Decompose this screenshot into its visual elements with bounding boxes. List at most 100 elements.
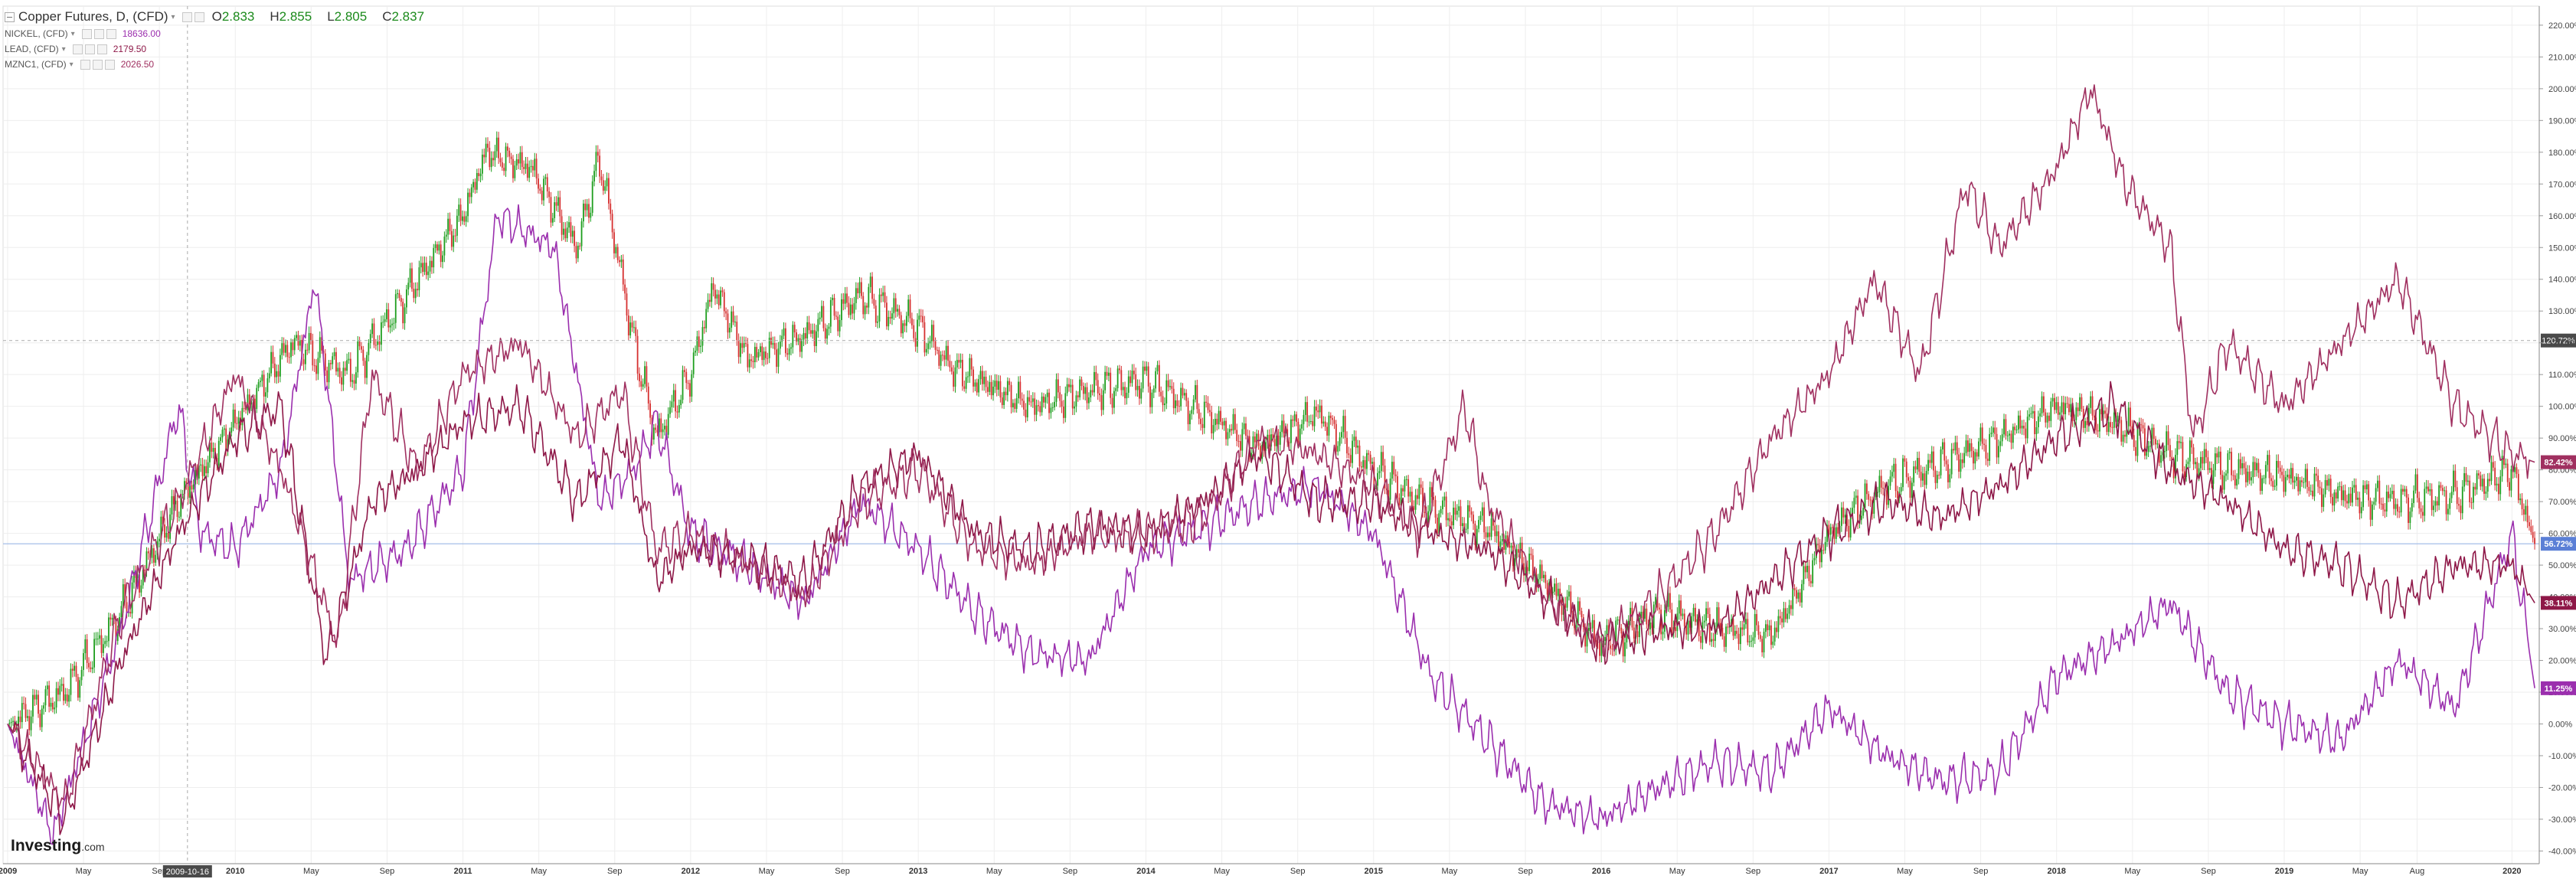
candle-body xyxy=(1411,492,1413,506)
candle-body xyxy=(2133,435,2135,447)
candle-body xyxy=(2034,410,2036,435)
candle-body xyxy=(1214,419,1216,426)
candle-body xyxy=(2268,455,2270,479)
last-value-bg xyxy=(2541,681,2576,695)
candle-body xyxy=(1768,625,1770,631)
y-tick-label: 180.00% xyxy=(2548,149,2576,158)
settings-series-button[interactable] xyxy=(93,28,104,39)
settings-series-button[interactable] xyxy=(92,59,103,70)
candle-body xyxy=(2463,473,2466,487)
candle-body xyxy=(2436,501,2438,506)
candle-body xyxy=(1642,611,1644,619)
candle-body xyxy=(1953,449,1954,451)
x-tick-label: Sep xyxy=(380,867,395,876)
candle-body xyxy=(659,418,660,433)
candle-body xyxy=(2153,427,2155,440)
candle-body xyxy=(779,341,781,349)
candle-body xyxy=(1312,421,1314,426)
candle-body xyxy=(770,338,772,345)
candle-body xyxy=(2110,422,2112,427)
candle-body xyxy=(371,323,374,335)
candle-body xyxy=(2414,474,2417,491)
candle-body xyxy=(430,260,433,268)
candle-body xyxy=(1014,403,1016,409)
candle-body xyxy=(1283,420,1285,433)
candle-body xyxy=(2259,472,2261,492)
candle-body xyxy=(18,716,19,727)
hide-series-button[interactable] xyxy=(181,11,192,22)
candle-body xyxy=(2263,478,2265,479)
remove-series-button[interactable] xyxy=(104,59,115,70)
candle-body xyxy=(1297,421,1299,443)
candle-body xyxy=(1048,392,1050,413)
candle-body xyxy=(442,255,443,263)
candle-body xyxy=(826,328,829,339)
candle-body xyxy=(1200,418,1201,424)
remove-series-button[interactable] xyxy=(106,28,116,39)
candle-body xyxy=(2172,463,2175,479)
candle-body xyxy=(1211,412,1213,433)
candle-body xyxy=(362,349,364,361)
candle-body xyxy=(487,143,489,148)
candle-body xyxy=(530,165,532,168)
candle-body xyxy=(189,485,191,498)
candle-body xyxy=(1232,413,1234,431)
candle-body xyxy=(691,374,693,397)
candle-body xyxy=(1228,429,1231,433)
candle-body xyxy=(2296,476,2297,481)
candle-body xyxy=(1796,590,1797,599)
candle-body xyxy=(1842,507,1845,518)
comparison-name: NICKEL, (CFD) xyxy=(5,28,68,39)
candle-body xyxy=(1059,392,1061,401)
settings-series-button[interactable] xyxy=(84,44,95,54)
candle-body xyxy=(1840,507,1842,526)
candle-body xyxy=(1220,410,1221,422)
candle-body xyxy=(2490,462,2493,482)
candle-body xyxy=(1104,371,1107,390)
candle-body xyxy=(342,368,345,385)
candle-body xyxy=(2398,511,2401,513)
candle-body xyxy=(844,293,846,304)
hide-series-button[interactable] xyxy=(81,28,92,39)
candle-body xyxy=(268,373,270,379)
candle-body xyxy=(321,337,323,351)
chevron-down-icon[interactable]: ▾ xyxy=(61,44,66,54)
x-tick-label: Sep xyxy=(835,867,850,876)
candle-body xyxy=(329,363,332,364)
remove-series-button[interactable] xyxy=(96,44,107,54)
candle-body xyxy=(2241,462,2244,469)
candle-body xyxy=(1225,420,1227,440)
chevron-down-icon[interactable]: ▾ xyxy=(69,60,74,69)
chevron-down-icon[interactable]: ▾ xyxy=(70,29,75,38)
candle-body xyxy=(1741,627,1744,630)
candle-body xyxy=(436,244,438,251)
candle-body xyxy=(1038,405,1039,407)
hide-series-button[interactable] xyxy=(80,59,90,70)
candle-body xyxy=(1515,549,1518,559)
chevron-down-icon[interactable]: ▾ xyxy=(171,12,175,21)
collapse-legend-button[interactable] xyxy=(5,11,15,22)
candle-body xyxy=(1998,446,1999,458)
candle-body xyxy=(220,437,221,441)
candle-body xyxy=(1900,487,1902,492)
candle-body xyxy=(2203,449,2205,464)
candle-body xyxy=(526,163,528,178)
candle-body xyxy=(1155,371,1157,389)
candle-body xyxy=(2501,456,2503,477)
candle-body xyxy=(1319,405,1321,413)
candle-body xyxy=(1329,415,1332,419)
candle-body xyxy=(1891,472,1893,477)
candle-body xyxy=(176,500,178,518)
candle-body xyxy=(2228,452,2231,454)
candle-body xyxy=(234,409,236,423)
candle-body xyxy=(1256,433,1258,443)
candle-body xyxy=(1844,515,1846,518)
candle-body xyxy=(253,398,256,410)
candle-body xyxy=(1366,453,1368,469)
candle-body xyxy=(2385,492,2388,512)
candle-body xyxy=(1599,642,1600,656)
hide-series-button[interactable] xyxy=(72,44,83,54)
candle-body xyxy=(1212,425,1214,433)
settings-series-button[interactable] xyxy=(194,11,204,22)
